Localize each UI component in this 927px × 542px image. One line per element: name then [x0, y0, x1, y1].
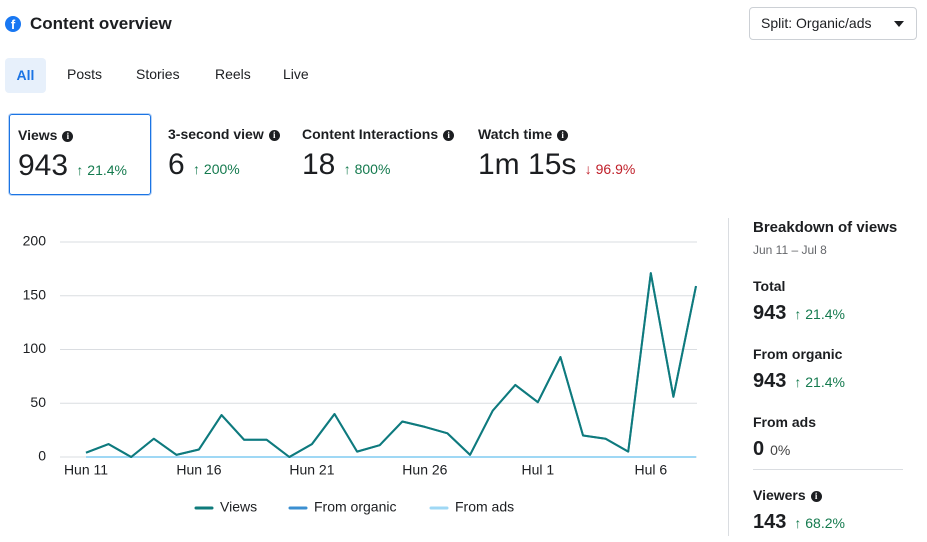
- change: 0%: [770, 442, 791, 458]
- metric-label: Content Interactions: [302, 126, 454, 142]
- metric-card[interactable]: Content Interactions 18 800%: [294, 114, 464, 193]
- metric-card[interactable]: 3-second view 6 200%: [160, 114, 290, 193]
- change: 21.4%: [794, 374, 845, 390]
- breakdown-title: Breakdown of views: [753, 219, 898, 236]
- value: 6: [168, 148, 185, 181]
- breakdown-label: Total: [753, 278, 786, 294]
- legend-label: From ads: [455, 499, 514, 515]
- value: 943: [18, 149, 69, 182]
- metric-card[interactable]: Watch time 1m 15s 96.9%: [470, 114, 660, 193]
- value: 143: [753, 511, 787, 533]
- label: Viewers: [753, 487, 806, 503]
- tab[interactable]: All: [5, 58, 46, 93]
- breakdown-value: 943 21.4%: [753, 302, 845, 325]
- legend-label: Views: [220, 499, 257, 515]
- y-tick-label: 50: [30, 394, 46, 410]
- change: 21.4%: [794, 306, 845, 322]
- split-dropdown[interactable]: Split: Organic/ads: [749, 7, 917, 40]
- separator: [753, 469, 903, 470]
- x-tick-label: Hul 1: [522, 462, 555, 478]
- change: 96.9%: [585, 161, 636, 177]
- value: 943: [753, 370, 787, 392]
- x-tick-label: Hun 26: [402, 462, 447, 478]
- metric-value: 1m 15s 96.9%: [478, 148, 635, 182]
- y-tick-label: 0: [38, 448, 46, 464]
- metric-value: 943 21.4%: [18, 149, 127, 183]
- y-tick-label: 200: [23, 233, 47, 249]
- metric-label: Views: [18, 127, 73, 143]
- value: 1m 15s: [478, 148, 577, 181]
- change: 200%: [193, 161, 240, 177]
- x-tick-label: Hun 11: [64, 462, 108, 478]
- metric-value: 6 200%: [168, 148, 240, 182]
- divider: [728, 218, 729, 536]
- value: 943: [753, 302, 787, 324]
- change: 21.4%: [76, 162, 127, 178]
- metric-label: Watch time: [478, 126, 568, 142]
- x-tick-label: Hul 6: [634, 462, 667, 478]
- page-title: Content overview: [30, 14, 172, 33]
- tab[interactable]: Posts: [67, 66, 103, 82]
- change: 68.2%: [794, 515, 845, 531]
- breakdown-label: From organic: [753, 346, 843, 362]
- chart: 0 50 100 150 200 Hun 11 Hun 16 Hun 21 Hun 26 Hul …: [23, 233, 697, 515]
- change: 800%: [344, 161, 391, 177]
- line: [85, 272, 697, 458]
- breakdown-range: Jun 11 – Jul 8: [753, 243, 827, 257]
- x-tick-label: Hun 21: [289, 462, 334, 478]
- tab[interactable]: Live: [283, 66, 309, 82]
- legend-label: From organic: [314, 499, 396, 515]
- breakdown-label: From ads: [753, 414, 817, 430]
- x-tick-label: Hun 16: [176, 462, 221, 478]
- metric-card[interactable]: Views 943 21.4%: [9, 114, 151, 195]
- breakdown-value: 0 0%: [753, 438, 790, 461]
- breakdown-label: Viewers: [753, 487, 822, 503]
- tab[interactable]: Reels: [215, 66, 251, 82]
- y-tick-label: 150: [23, 286, 47, 302]
- metric-label: 3-second view: [168, 126, 280, 142]
- value: 0: [753, 438, 765, 460]
- y-tick-label: 100: [23, 340, 47, 356]
- facebook-icon: f: [5, 16, 21, 32]
- breakdown-value: 943 21.4%: [753, 370, 845, 393]
- tab[interactable]: Stories: [136, 66, 180, 82]
- metric-value: 18 800%: [302, 148, 390, 182]
- value: 18: [302, 148, 336, 181]
- breakdown-value: 143 68.2%: [753, 511, 845, 534]
- line: [85, 272, 697, 458]
